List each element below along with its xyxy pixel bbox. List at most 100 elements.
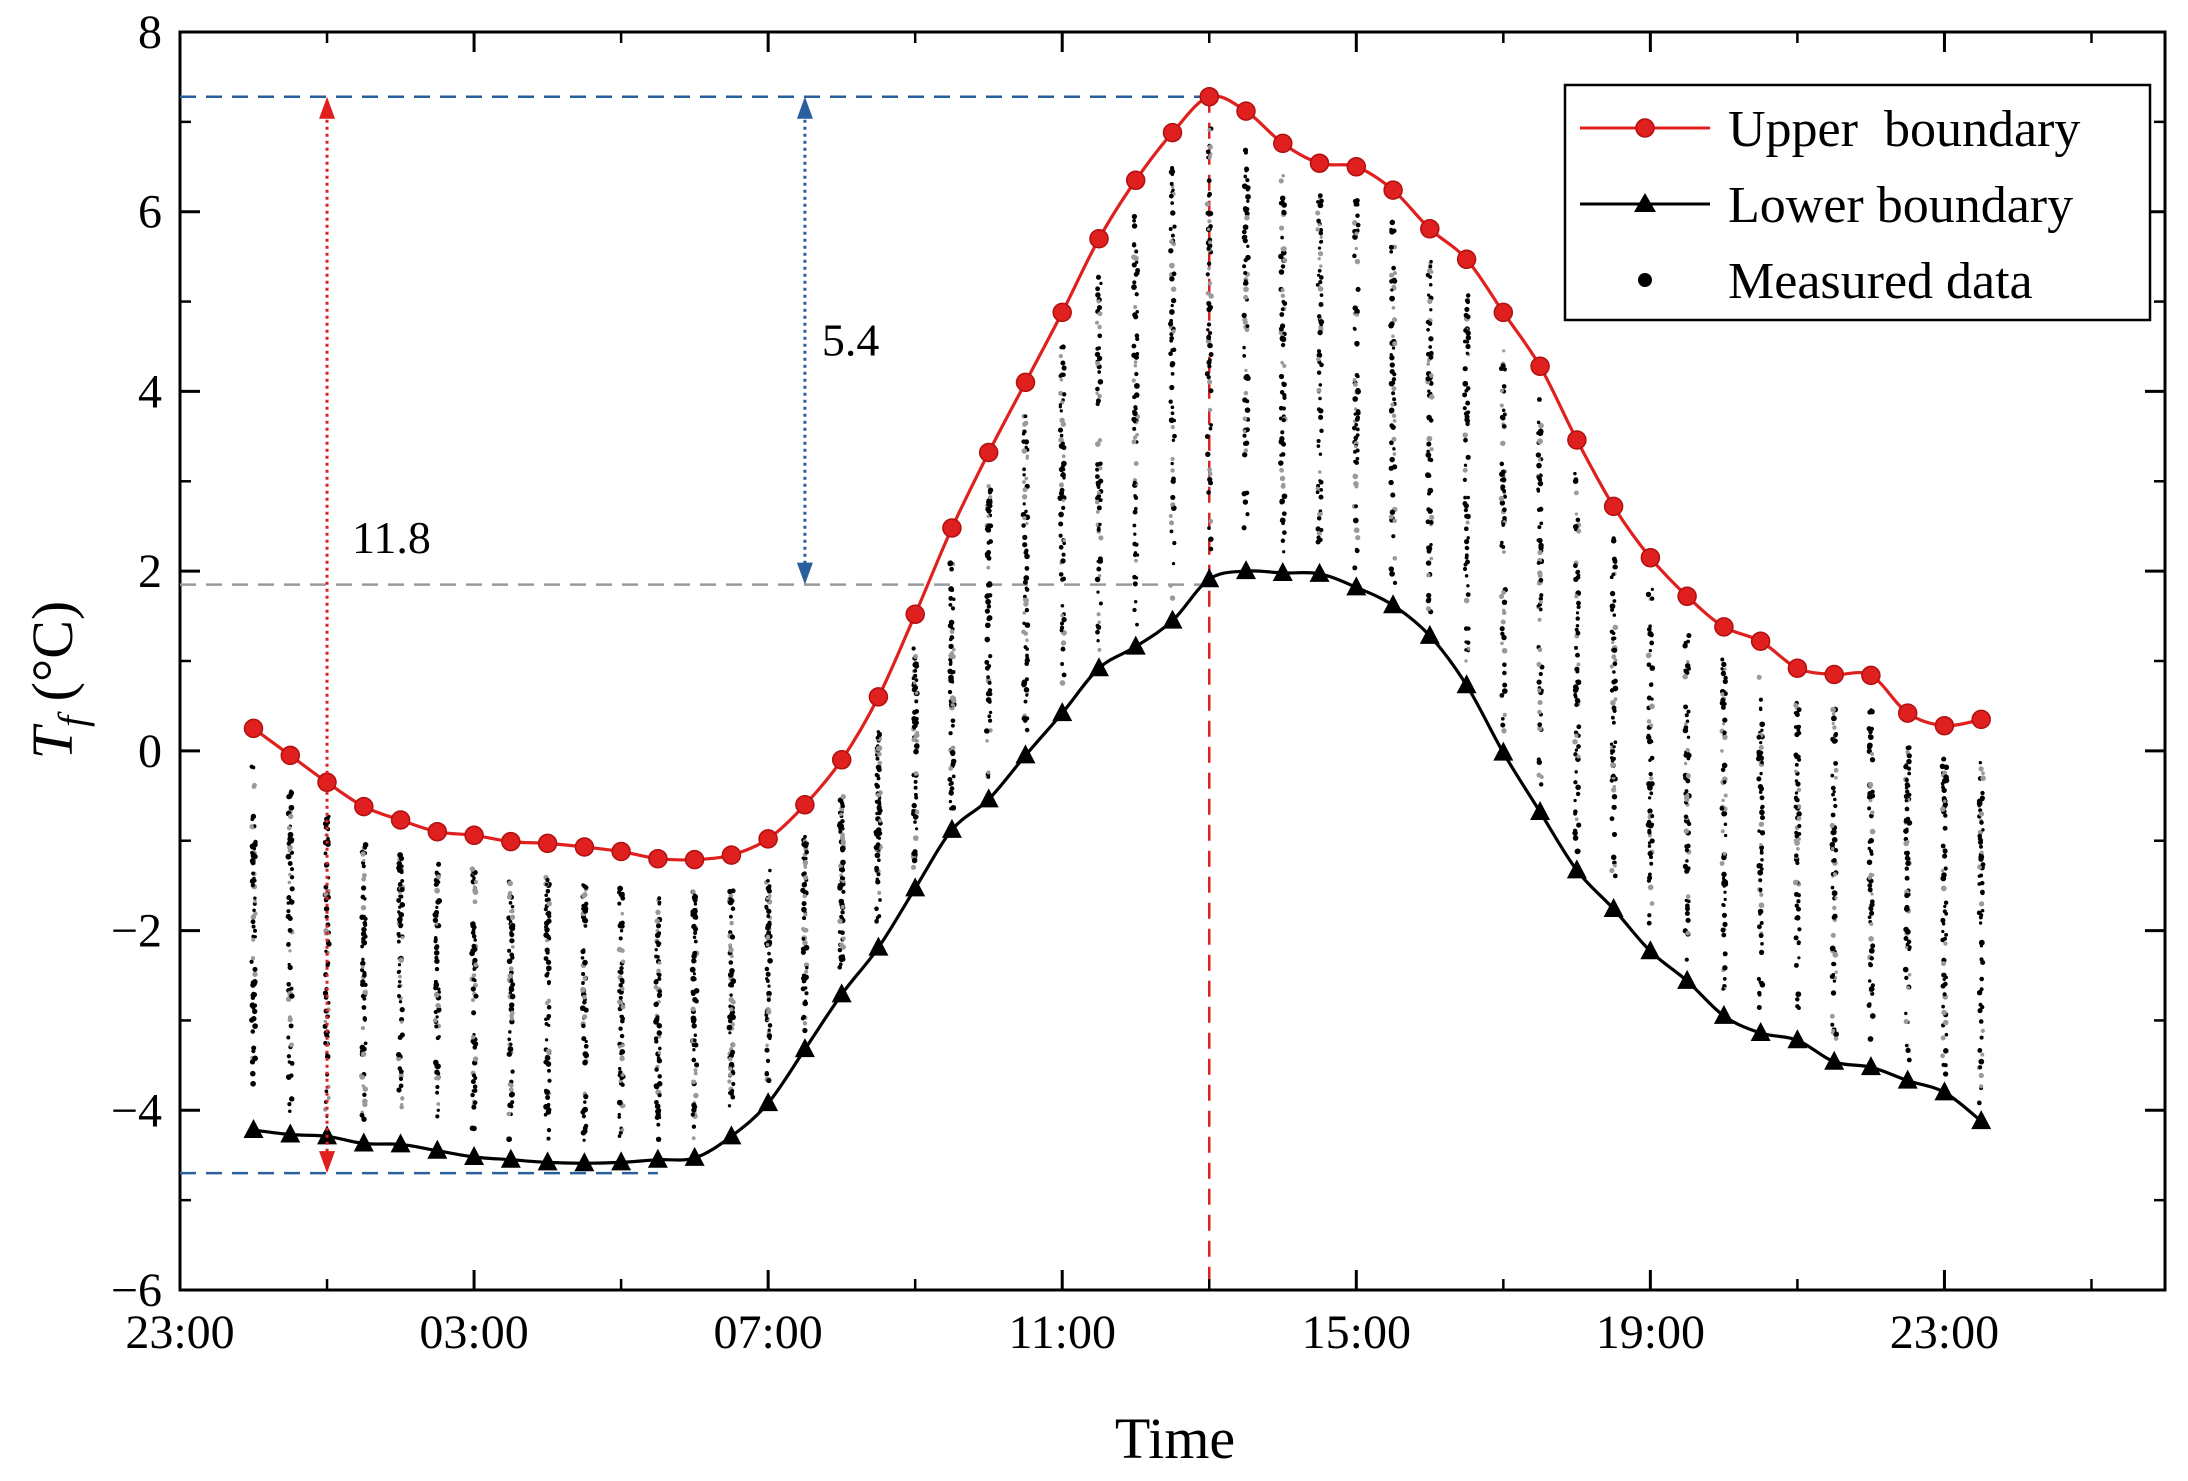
measured-point — [1834, 732, 1838, 736]
measured-point — [1060, 344, 1066, 350]
x-tick-label: 07:00 — [713, 1306, 822, 1359]
measured-point — [766, 990, 772, 997]
measured-point — [1134, 542, 1139, 547]
measured-point — [765, 925, 771, 931]
measured-point — [470, 930, 476, 935]
measured-point — [1977, 874, 1981, 878]
measured-point — [1907, 771, 1912, 776]
measured-point — [1537, 722, 1543, 727]
measured-point — [1425, 272, 1431, 278]
measured-point — [1353, 327, 1357, 331]
measured-point — [1388, 244, 1394, 250]
annotation-label-11-8: 11.8 — [352, 512, 431, 563]
measured-point — [1649, 640, 1655, 646]
measured-point — [1684, 789, 1689, 794]
measured-point — [692, 1048, 696, 1052]
measured-point — [360, 965, 365, 969]
measured-point — [764, 966, 770, 972]
measured-point — [1830, 885, 1835, 890]
measured-point — [1464, 504, 1469, 509]
measured-point — [1904, 875, 1910, 881]
measured-point — [1575, 611, 1580, 615]
measured-point — [1465, 343, 1471, 350]
annotation-arrow-5-4-head-bottom — [796, 562, 813, 585]
measured-point — [1535, 452, 1542, 458]
measured-point — [1683, 828, 1689, 834]
measured-point — [1060, 558, 1066, 564]
measured-point — [1022, 480, 1026, 484]
measured-point — [1609, 629, 1614, 634]
upper-boundary-point — [721, 845, 742, 865]
measured-point — [1023, 687, 1030, 693]
measured-point — [690, 989, 696, 995]
measured-point — [360, 960, 366, 967]
measured-point — [986, 581, 993, 588]
measured-point — [1977, 839, 1984, 845]
measured-point — [249, 764, 254, 769]
measured-point — [289, 986, 294, 991]
measured-point — [1943, 1063, 1948, 1068]
measured-point — [1648, 624, 1652, 629]
measured-point — [399, 902, 406, 908]
measured-point — [656, 1122, 661, 1127]
measured-point — [1646, 695, 1652, 701]
measured-point — [1392, 419, 1397, 423]
measured-point — [1758, 887, 1763, 892]
measured-point — [1096, 490, 1101, 495]
measured-point — [1796, 707, 1802, 713]
measured-point — [1721, 902, 1725, 907]
measured-point — [875, 745, 882, 752]
measured-point — [1169, 309, 1175, 315]
measured-point — [984, 636, 991, 643]
measured-point — [1095, 274, 1102, 280]
measured-point — [1756, 776, 1762, 782]
measured-point — [620, 895, 626, 901]
measured-point — [1830, 773, 1835, 778]
measured-point — [1502, 712, 1507, 718]
measured-point — [508, 1092, 515, 1098]
measured-point — [1170, 502, 1175, 507]
measured-point — [1170, 424, 1175, 430]
measured-point — [1574, 733, 1579, 738]
measured-point — [1098, 461, 1103, 466]
measured-point — [1095, 483, 1100, 487]
measured-point — [436, 1003, 441, 1009]
measured-point — [1758, 821, 1764, 827]
measured-point — [729, 993, 733, 997]
measured-point — [397, 910, 401, 914]
measured-point — [286, 895, 292, 900]
measured-point — [619, 1055, 625, 1062]
measured-point — [1208, 426, 1213, 431]
upper-boundary-point — [1714, 617, 1734, 637]
measured-point — [1646, 920, 1652, 926]
measured-point — [1425, 472, 1431, 478]
measured-point — [1279, 498, 1286, 505]
measured-point — [509, 993, 516, 1000]
measured-point — [1317, 286, 1324, 292]
measured-point — [1685, 778, 1691, 784]
measured-point — [950, 723, 955, 728]
measured-point — [1096, 527, 1101, 532]
measured-point — [1976, 989, 1983, 996]
measured-point — [1317, 202, 1324, 209]
measured-point — [1391, 334, 1395, 338]
measured-point — [1501, 522, 1506, 527]
measured-point — [1610, 538, 1617, 544]
measured-point — [1025, 454, 1029, 458]
measured-point — [1684, 847, 1690, 853]
measured-point — [1759, 921, 1764, 925]
measured-point — [1868, 962, 1872, 966]
measured-point — [1425, 319, 1431, 325]
measured-point — [1612, 613, 1617, 617]
measured-point — [1024, 553, 1030, 560]
measured-point — [1869, 828, 1876, 835]
measured-point — [361, 926, 367, 932]
measured-point — [803, 979, 807, 983]
measured-point — [546, 980, 552, 985]
measured-point — [546, 1013, 552, 1019]
measured-point — [1942, 825, 1948, 831]
measured-point — [1315, 490, 1320, 495]
measured-point — [1572, 835, 1579, 841]
upper-boundary-point — [611, 841, 631, 862]
measured-point — [655, 909, 661, 915]
